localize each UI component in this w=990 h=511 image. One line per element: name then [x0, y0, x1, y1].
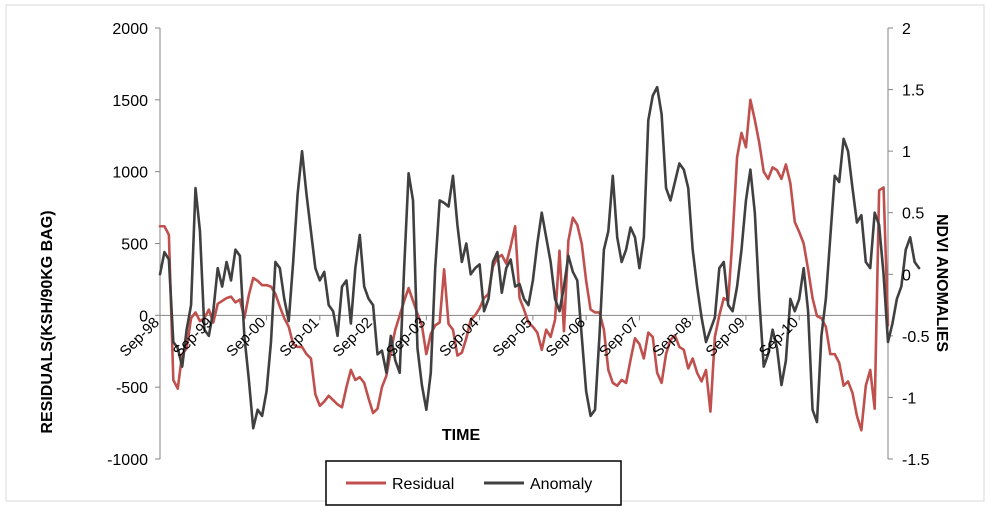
legend-label-residual: Residual — [392, 476, 454, 493]
y-left-tick-label: 0 — [139, 308, 148, 325]
y-left-tick-label: 500 — [121, 237, 148, 254]
x-tick-label: Sep-99 — [170, 314, 216, 360]
y-left-tick-label: 1000 — [112, 165, 148, 182]
y-right-tick-label: -1 — [902, 390, 916, 407]
y-left-tick-label: -500 — [116, 380, 148, 397]
y-right-tick-label: 1.5 — [902, 83, 924, 100]
x-tick-label: Sep-09 — [703, 314, 749, 360]
y-right-tick-label: 2 — [902, 21, 911, 38]
y-right-tick-label: 1 — [902, 144, 911, 161]
x-axis-title: TIME — [442, 427, 481, 444]
y-right-tick-label: 0.5 — [902, 206, 924, 223]
y-right-tick-label: -1.5 — [902, 452, 930, 469]
x-tick-label: Sep-02 — [330, 314, 376, 360]
series-line-anomaly — [158, 85, 921, 430]
x-tick-label: Sep-08 — [649, 314, 695, 360]
series-line-residual — [158, 98, 890, 432]
chart-border — [5, 4, 985, 502]
legend-label-anomaly: Anomaly — [530, 476, 592, 493]
y-left-tick-label: 2000 — [112, 21, 148, 38]
y-axis-right-title: NDVI ANOMALIES — [933, 214, 950, 352]
x-tick-label: Sep-01 — [276, 314, 322, 360]
y-left-tick-label: 1500 — [112, 93, 148, 110]
y-axis-left-title: RESIDUALS(KSH/90KG BAG) — [39, 210, 56, 433]
y-right-tick-label: -0.5 — [902, 329, 930, 346]
y-left-tick-label: -1000 — [107, 452, 148, 469]
x-tick-label: Sep-05 — [489, 314, 535, 360]
y-right-tick-label: 0 — [902, 267, 911, 284]
